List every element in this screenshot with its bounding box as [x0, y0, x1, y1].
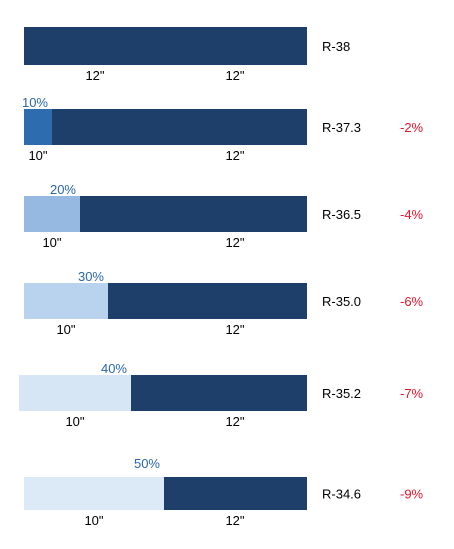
r-value-label: R-37.3 — [322, 120, 361, 135]
light-insulation-segment — [24, 283, 108, 319]
percent-label: 20% — [50, 182, 76, 197]
main-insulation-segment — [108, 283, 307, 319]
right-depth-label: 12" — [225, 235, 244, 250]
main-insulation-segment — [80, 196, 307, 232]
r-value-label: R-34.6 — [322, 487, 361, 502]
right-depth-label: 12" — [225, 148, 244, 163]
r-value-label: R-35.0 — [322, 294, 361, 309]
main-insulation-segment — [164, 477, 307, 510]
light-insulation-segment — [24, 196, 80, 232]
change-label: -2% — [400, 120, 424, 135]
left-depth-label: 10" — [28, 148, 47, 163]
right-depth-label: 12" — [225, 322, 244, 337]
light-insulation-segment — [19, 375, 131, 411]
percent-label: 40% — [101, 361, 127, 376]
left-depth-label: 10" — [42, 235, 61, 250]
light-insulation-segment — [24, 477, 164, 510]
light-insulation-segment — [24, 109, 52, 145]
main-insulation-segment — [131, 375, 307, 411]
change-label: -6% — [400, 294, 424, 309]
r-value-label: R-36.5 — [322, 207, 361, 222]
change-label: -9% — [400, 487, 424, 502]
r-value-label: R-35.2 — [322, 386, 361, 401]
r-value-label: R-38 — [322, 39, 350, 54]
main-insulation-segment — [52, 109, 307, 145]
left-depth-label: 10" — [65, 414, 84, 429]
right-depth-label: 12" — [225, 513, 244, 528]
change-label: -7% — [400, 386, 424, 401]
left-depth-label: 10" — [84, 513, 103, 528]
right-depth-label: 12" — [225, 414, 244, 429]
change-label: -4% — [400, 207, 424, 222]
percent-label: 30% — [78, 269, 104, 284]
main-insulation-segment — [24, 27, 307, 65]
left-depth-label: 12" — [85, 68, 104, 83]
left-depth-label: 10" — [56, 322, 75, 337]
percent-label: 50% — [134, 456, 160, 471]
percent-label: 10% — [22, 95, 48, 110]
right-depth-label: 12" — [225, 68, 244, 83]
